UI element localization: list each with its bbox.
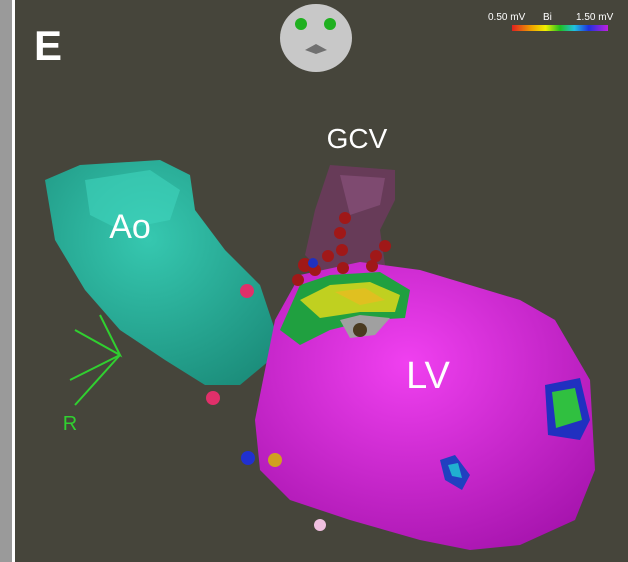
colorbar-max-label: 1.50 mV <box>576 12 614 23</box>
panel-label: E <box>34 22 62 69</box>
lv-structure <box>255 262 595 550</box>
adjacent-panel-strip <box>0 0 12 562</box>
colorbar-mode-label: Bi <box>543 12 552 23</box>
orientation-label: R <box>63 413 77 435</box>
colorbar-min-label: 0.50 mV <box>488 12 526 23</box>
orientation-head-icon <box>280 4 352 72</box>
colorbar-gradient <box>512 25 608 31</box>
lv-label: LV <box>406 355 450 397</box>
aorta-structure <box>45 160 275 385</box>
ablation-points <box>206 212 391 531</box>
orientation-arrow <box>69 314 123 406</box>
ao-label: Ao <box>109 208 151 246</box>
gcv-label: GCV <box>327 123 388 154</box>
panel-divider <box>12 0 15 562</box>
colorbar: 0.50 mV Bi 1.50 mV <box>488 12 614 31</box>
